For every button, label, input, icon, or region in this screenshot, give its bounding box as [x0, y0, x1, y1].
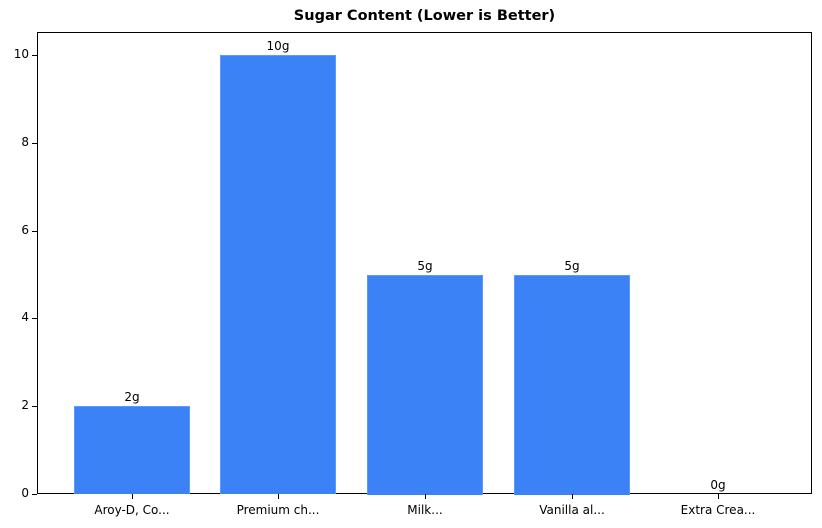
x-tick: [132, 494, 133, 499]
y-tick: [32, 318, 37, 319]
y-tick: [32, 143, 37, 144]
x-tick-label: Extra Crea...: [680, 503, 756, 517]
y-tick-label: 0: [21, 486, 29, 500]
x-tick: [278, 494, 279, 499]
x-tick-label: Premium ch...: [236, 503, 320, 517]
y-tick-label: 4: [21, 310, 29, 324]
x-tick-label: Milk...: [407, 503, 443, 517]
y-tick-label: 10: [13, 47, 29, 61]
bar-value-label: 2g: [124, 390, 140, 404]
x-tick: [572, 494, 573, 499]
y-tick: [32, 55, 37, 56]
x-tick-label: Vanilla al...: [539, 503, 605, 517]
chart-title: Sugar Content (Lower is Better): [293, 8, 556, 24]
bar-value-label: 5g: [564, 259, 580, 273]
bar: [514, 275, 630, 495]
x-tick: [425, 494, 426, 499]
bar: [74, 406, 190, 494]
y-tick-label: 6: [21, 223, 29, 237]
bar-value-label: 10g: [266, 39, 290, 53]
bar: [367, 275, 483, 495]
y-tick-label: 2: [21, 398, 29, 412]
bar: [220, 55, 336, 494]
bar-value-label: 5g: [417, 259, 433, 273]
x-tick-label: Aroy-D, Co...: [94, 503, 170, 517]
bar-value-label: 0g: [710, 478, 726, 492]
x-tick: [718, 494, 719, 499]
y-tick: [32, 231, 37, 232]
y-tick: [32, 406, 37, 407]
y-tick: [32, 494, 37, 495]
y-tick-label: 8: [21, 135, 29, 149]
